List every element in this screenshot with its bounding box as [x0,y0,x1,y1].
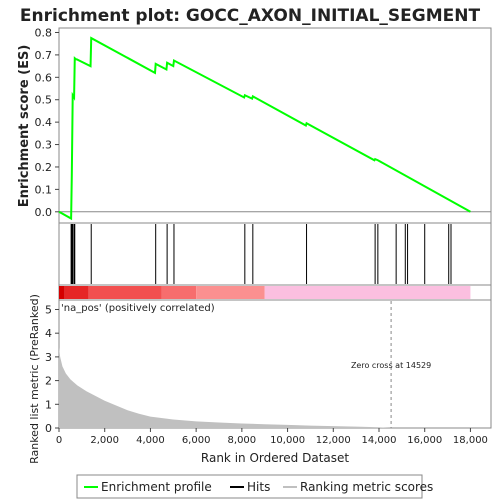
legend-box [76,474,423,499]
x-tick-label: 6,000 [182,435,211,446]
es-y-tick-label: 0.1 [35,183,53,196]
heatmap-segment [88,286,162,299]
rank-heatmap-bar [59,286,471,299]
metric-plot-frame [58,299,492,429]
heatmap-segment [161,286,197,299]
metric-y-tick-label: 2 [45,375,52,388]
legend-label: Enrichment profile [101,480,212,494]
heatmap-segment [264,286,471,299]
heatmap-segment [64,286,89,299]
metric-y-ticks: 0 1 2 3 4 5 [45,303,59,435]
hit-markers [70,224,452,284]
chart-title: Enrichment plot: GOCC_AXON_INITIAL_SEGME… [20,6,481,26]
metric-y-tick-label: 1 [45,398,52,411]
metric-y-tick-label: 4 [45,327,52,340]
legend: Enrichment profile Hits Ranking metric sco… [76,474,433,499]
es-y-ticks: 0.0 0.1 0.2 0.3 0.4 0.5 0.6 0.7 0.8 [35,26,59,219]
positive-correlation-label: 'na_pos' (positively correlated) [61,303,215,314]
es-y-tick-label: 0.4 [35,116,53,129]
ranking-metric-area [59,347,392,428]
es-y-tick-label: 0.8 [35,26,53,39]
zero-cross-label: Zero cross at 14529 [351,361,431,370]
legend-label: Ranking metric scores [300,480,433,494]
es-plot-frame [58,27,492,224]
x-axis-ticks: 0 2,000 4,000 6,000 8,000 10,000 12,000 14,000 1… [56,428,488,446]
es-y-tick-label: 0.3 [35,139,53,152]
es-y-axis-label: Enrichment score (ES) [17,45,32,208]
x-tick-label: 8,000 [228,435,257,446]
hits-plot-frame [58,222,492,286]
es-y-tick-label: 0.0 [35,206,53,219]
x-tick-label: 2,000 [90,435,119,446]
es-y-tick-label: 0.7 [35,49,53,62]
x-tick-label: 18,000 [453,435,488,446]
es-y-tick-label: 0.5 [35,94,53,107]
x-axis-label: Rank in Ordered Dataset [201,451,349,465]
x-tick-label: 0 [56,435,62,446]
x-tick-label: 12,000 [316,435,351,446]
x-tick-label: 16,000 [407,435,442,446]
x-tick-label: 14,000 [362,435,397,446]
x-tick-label: 10,000 [270,435,305,446]
es-y-tick-label: 0.6 [35,71,53,84]
enrichment-profile-line [58,36,471,221]
legend-label: Hits [247,480,270,494]
heatmap-segment [59,286,65,299]
metric-y-axis-label: Ranked list metric (PreRanked) [28,294,41,464]
metric-y-tick-label: 0 [45,422,52,435]
metric-y-tick-label: 5 [45,303,52,316]
metric-y-tick-label: 3 [45,351,52,364]
heatmap-segment [196,286,265,299]
es-y-tick-label: 0.2 [35,161,53,174]
x-tick-label: 4,000 [136,435,165,446]
